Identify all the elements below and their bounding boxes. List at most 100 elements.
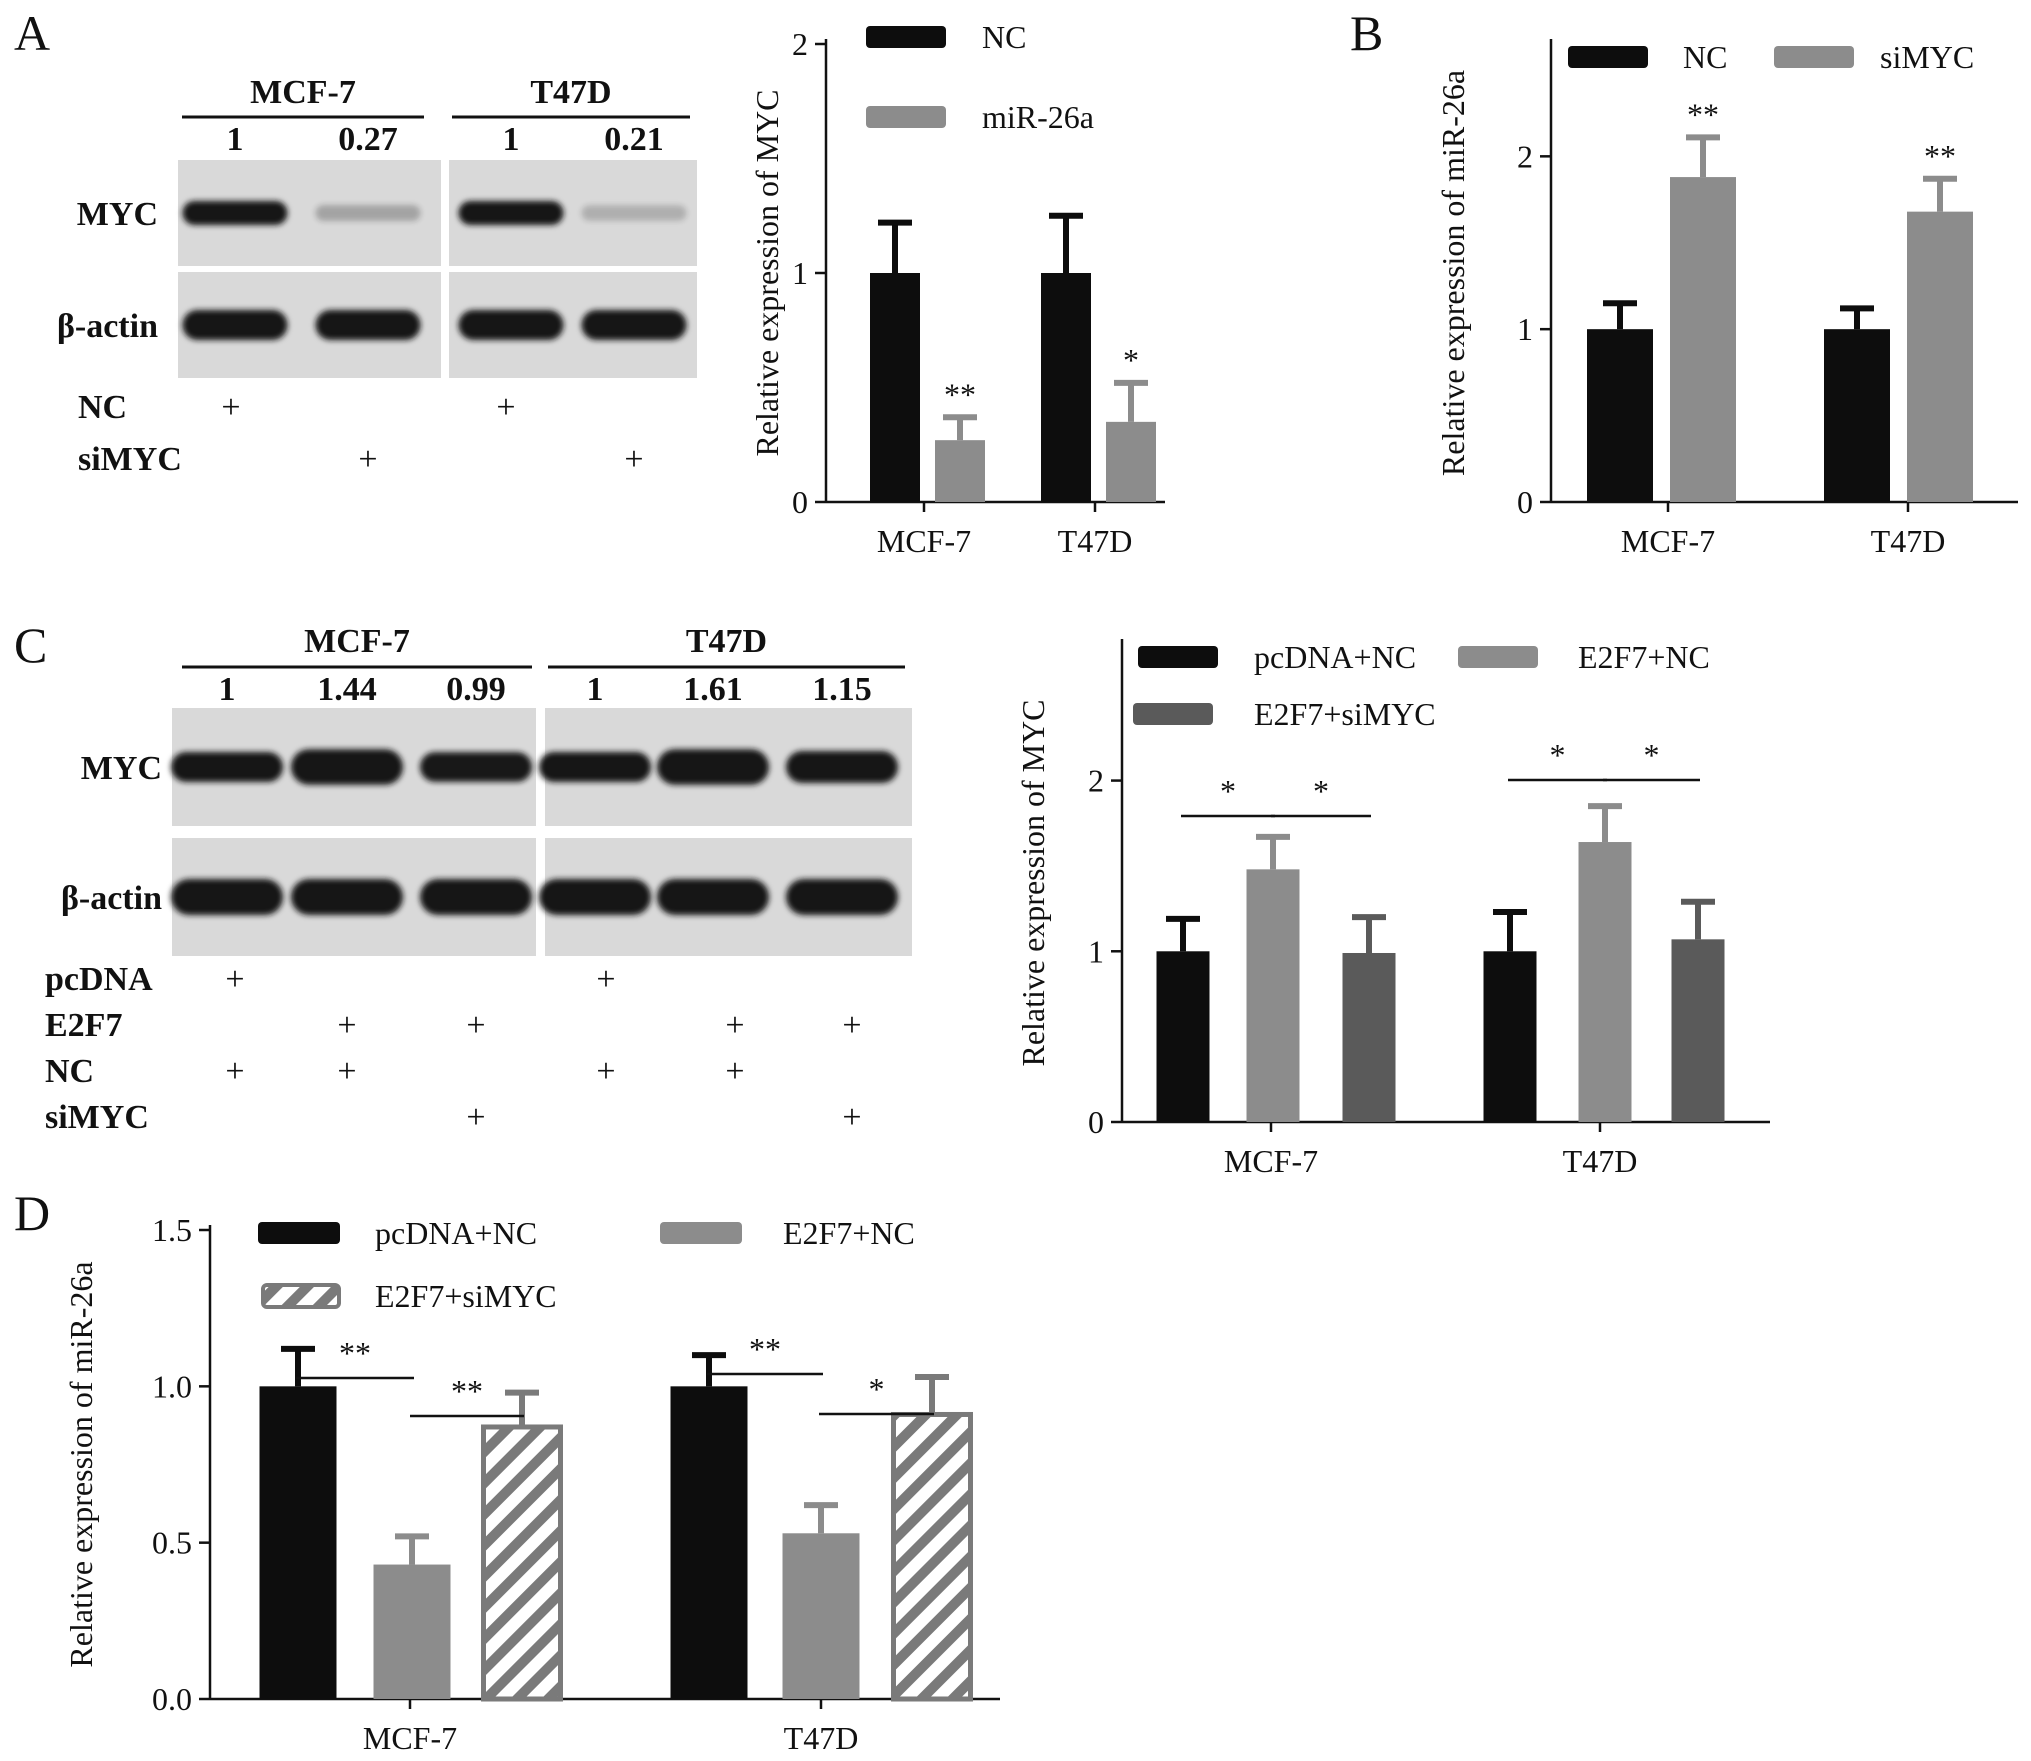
- bar: [1907, 211, 1973, 503]
- treatment-mark: +: [842, 1099, 861, 1136]
- protein-band: [657, 879, 769, 915]
- legend-label: E2F7+siMYC: [375, 1278, 557, 1314]
- legend-label: miR-26a: [982, 99, 1094, 135]
- legend-label: pcDNA+NC: [375, 1215, 537, 1251]
- treatment-label: E2F7: [45, 1007, 122, 1044]
- protein-band: [420, 752, 532, 782]
- density-value: 1.15: [812, 671, 872, 708]
- protein-band: [315, 310, 421, 340]
- bar: [1670, 177, 1736, 503]
- treatment-mark: +: [842, 1007, 861, 1044]
- cell-line-label: T47D: [686, 623, 767, 660]
- legend-label: NC: [1683, 39, 1727, 75]
- y-tick-label: 2: [792, 26, 808, 62]
- legend-label: siMYC: [1880, 39, 1974, 75]
- density-value: 1: [227, 121, 244, 158]
- density-value: 1: [587, 671, 604, 708]
- bar: [1578, 842, 1632, 1122]
- treatment-mark: +: [466, 1099, 485, 1136]
- treatment-mark: +: [624, 441, 643, 478]
- treatment-mark: +: [725, 1007, 744, 1044]
- significance-mark: **: [451, 1373, 483, 1409]
- x-tick-label: MCF-7: [363, 1720, 457, 1756]
- panel-letter-c: C: [14, 617, 48, 673]
- y-tick-label: 2: [1088, 763, 1104, 799]
- bar: [1483, 951, 1537, 1122]
- density-value: 0.21: [604, 121, 664, 158]
- band-label: MYC: [81, 750, 162, 787]
- legend-swatch: [258, 1222, 340, 1244]
- legend-swatch: [1458, 646, 1538, 668]
- legend-swatch: [1138, 646, 1218, 668]
- bar: [1671, 939, 1725, 1122]
- treatment-mark: +: [725, 1053, 744, 1090]
- y-tick-label: 2: [1517, 138, 1533, 174]
- y-tick-label: 0: [1088, 1104, 1104, 1140]
- treatment-mark: +: [596, 961, 615, 998]
- bar: [259, 1386, 337, 1699]
- density-value: 1.44: [317, 671, 377, 708]
- treatment-mark: +: [337, 1053, 356, 1090]
- treatment-mark: +: [221, 389, 240, 426]
- legend-swatch: [1133, 703, 1213, 725]
- bar: [1106, 421, 1156, 502]
- protein-band: [458, 201, 564, 225]
- band-label: β-actin: [57, 308, 158, 345]
- legend-swatch: [1568, 46, 1648, 68]
- y-tick-label: 1: [1088, 933, 1104, 969]
- treatment-mark: +: [496, 389, 515, 426]
- cell-line-label: T47D: [530, 74, 611, 111]
- legend-swatch: [866, 26, 946, 48]
- bar: [481, 1424, 563, 1702]
- density-value: 0.99: [446, 671, 506, 708]
- y-tick-label: 0: [792, 484, 808, 520]
- cell-line-label: MCF-7: [250, 74, 356, 111]
- protein-band: [182, 201, 288, 225]
- legend-label: E2F7+siMYC: [1254, 696, 1436, 732]
- treatment-mark: +: [466, 1007, 485, 1044]
- bar: [1156, 951, 1210, 1122]
- protein-band: [786, 750, 898, 784]
- legend-label: NC: [982, 19, 1026, 55]
- legend-swatch: [1774, 46, 1854, 68]
- y-tick-label: 0: [1517, 484, 1533, 520]
- x-tick-label: T47D: [1058, 523, 1133, 559]
- legend-label: pcDNA+NC: [1254, 639, 1416, 675]
- treatment-mark: +: [596, 1053, 615, 1090]
- density-value: 1.61: [683, 671, 743, 708]
- protein-band: [581, 310, 687, 340]
- y-tick-label: 1: [792, 255, 808, 291]
- y-tick-label: 0.0: [152, 1681, 192, 1717]
- significance-mark: *: [1644, 737, 1660, 773]
- y-axis-label: Relative expression of miR-26a: [63, 1261, 99, 1667]
- density-value: 1: [503, 121, 520, 158]
- density-value: 0.27: [338, 121, 398, 158]
- protein-band: [786, 879, 898, 915]
- significance-mark: **: [749, 1331, 781, 1367]
- treatment-mark: +: [225, 961, 244, 998]
- treatment-mark: +: [225, 1053, 244, 1090]
- significance-mark: *: [1313, 773, 1329, 809]
- bar: [670, 1386, 748, 1699]
- legend-label: E2F7+NC: [1578, 639, 1710, 675]
- significance-mark: *: [869, 1371, 885, 1407]
- bar: [1041, 273, 1091, 502]
- significance-mark: **: [1924, 138, 1956, 174]
- band-label: β-actin: [61, 880, 162, 917]
- x-tick-label: MCF-7: [877, 523, 971, 559]
- bar: [782, 1533, 860, 1699]
- treatment-label: NC: [45, 1053, 94, 1090]
- significance-mark: **: [339, 1335, 371, 1371]
- protein-band: [420, 879, 532, 915]
- x-tick-label: T47D: [1871, 523, 1946, 559]
- protein-band: [291, 879, 403, 915]
- x-tick-label: T47D: [1563, 1143, 1638, 1179]
- protein-band: [291, 749, 403, 785]
- y-axis-label: Relative expression of MYC: [1015, 699, 1051, 1066]
- protein-band: [171, 752, 283, 782]
- bar: [1342, 952, 1396, 1122]
